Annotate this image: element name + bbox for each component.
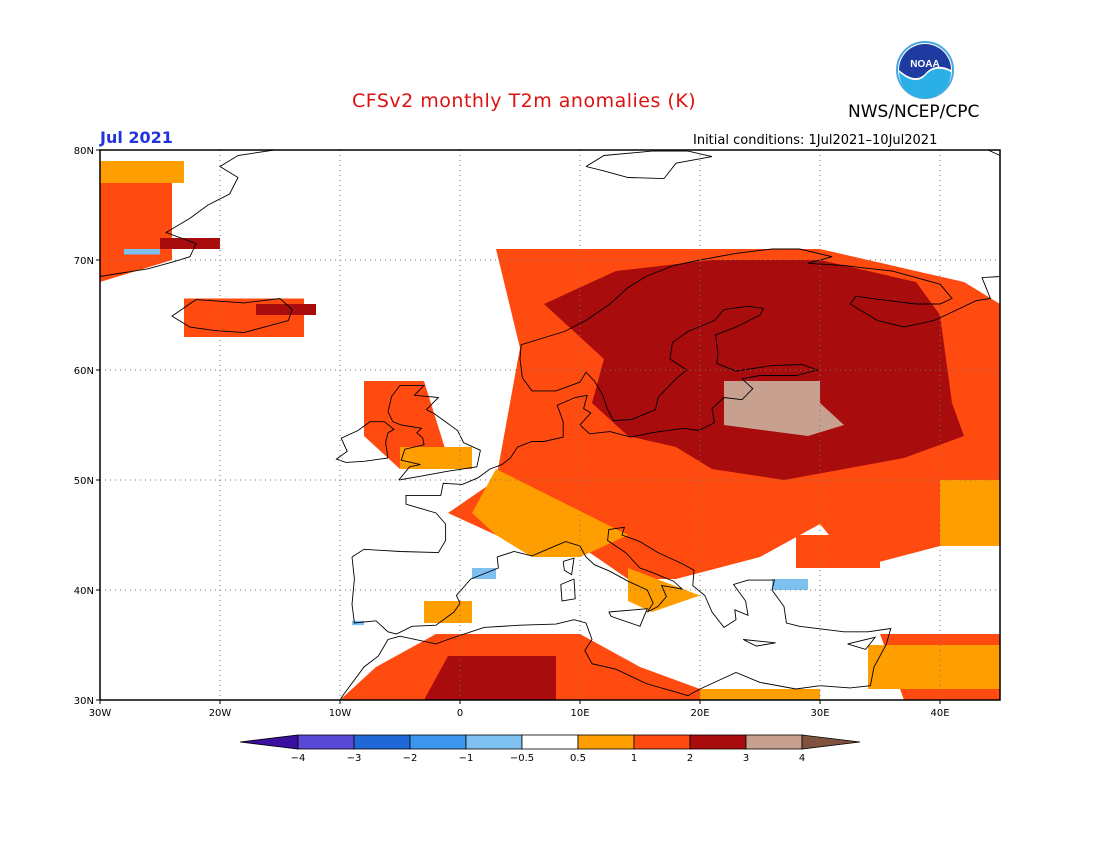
colorbar-label: −0.5 bbox=[510, 753, 534, 764]
colorbar-segment bbox=[409, 734, 467, 750]
coastline bbox=[562, 557, 575, 576]
anomaly-region bbox=[124, 249, 160, 255]
forecast-month: Jul 2021 bbox=[100, 128, 173, 147]
lat-tick-label: 80N bbox=[74, 146, 94, 157]
colorbar-segment bbox=[465, 734, 523, 750]
lon-tick-label: 10W bbox=[329, 708, 352, 719]
lat-tick-label: 60N bbox=[74, 366, 94, 377]
lon-tick-label: 0 bbox=[457, 708, 463, 719]
coastline bbox=[608, 608, 648, 627]
colorbar-label: −4 bbox=[291, 753, 306, 764]
gridlines bbox=[100, 150, 1000, 700]
lon-tick-label: 30E bbox=[810, 708, 829, 719]
agency-label: NWS/NCEP/CPC bbox=[848, 102, 980, 122]
colorbar-label: 4 bbox=[799, 753, 805, 764]
anomaly-region bbox=[544, 260, 964, 480]
coastline bbox=[339, 526, 892, 700]
anomaly-region bbox=[772, 579, 808, 590]
initial-conditions: Initial conditions: 1Jul2021–10Jul2021 bbox=[693, 133, 938, 148]
lon-tick-label: 20E bbox=[690, 708, 709, 719]
colorbar-segment bbox=[745, 734, 803, 750]
colorbar-segment bbox=[239, 734, 299, 750]
coastline bbox=[742, 639, 776, 647]
anomaly-region bbox=[100, 183, 172, 282]
colorbar-label: 1 bbox=[631, 753, 637, 764]
colorbar-label: 2 bbox=[687, 753, 693, 764]
colorbar-label: 3 bbox=[743, 753, 749, 764]
lon-tick-label: 30W bbox=[89, 708, 112, 719]
lat-tick-label: 40N bbox=[74, 586, 94, 597]
lat-tick-label: 70N bbox=[74, 256, 94, 267]
lon-tick-label: 40E bbox=[930, 708, 949, 719]
anomaly-region bbox=[724, 381, 844, 436]
colorbar-label: 0.5 bbox=[570, 753, 586, 764]
anomaly-region bbox=[400, 447, 472, 469]
anomaly-region bbox=[100, 161, 184, 183]
colorbar-label: −3 bbox=[347, 753, 362, 764]
map-frame bbox=[99, 149, 1001, 701]
noaa-logo-icon: NOAA bbox=[895, 40, 955, 104]
coastline bbox=[847, 636, 877, 650]
colorbar-segment bbox=[801, 734, 861, 750]
anomaly-region bbox=[424, 601, 472, 623]
colorbar-label: −2 bbox=[403, 753, 418, 764]
axis-ticks: 30W 20W 10W 0 10E 20E 30E 40E 80N 70N 60N 50N 40N 30N bbox=[74, 146, 950, 719]
coastline bbox=[171, 298, 293, 334]
coastline bbox=[987, 150, 1000, 156]
colorbar-segment bbox=[633, 734, 691, 750]
coastlines bbox=[100, 150, 1000, 700]
colorbar-segment bbox=[689, 734, 747, 750]
anomaly-region bbox=[424, 656, 556, 700]
colorbar-label: −1 bbox=[459, 753, 474, 764]
lat-tick-label: 30N bbox=[74, 696, 94, 707]
coastline bbox=[335, 421, 395, 463]
anomaly-region bbox=[868, 645, 1000, 689]
colorbar-segment bbox=[353, 734, 411, 750]
anomaly-region bbox=[160, 238, 220, 249]
colorbar-segment bbox=[521, 734, 579, 750]
coastline bbox=[387, 384, 481, 481]
colorbar-segment bbox=[577, 734, 635, 750]
coastline bbox=[351, 248, 1000, 558]
anomaly-region bbox=[256, 304, 316, 315]
colorbar-segment bbox=[297, 734, 355, 750]
lon-tick-label: 20W bbox=[209, 708, 232, 719]
anomaly-region bbox=[700, 689, 820, 700]
coastline bbox=[100, 150, 275, 277]
map-title: CFSv2 monthly T2m anomalies (K) bbox=[352, 90, 697, 112]
anomaly-region bbox=[472, 469, 628, 557]
coastline bbox=[560, 578, 576, 602]
anomaly-region bbox=[796, 535, 880, 568]
lat-tick-label: 50N bbox=[74, 476, 94, 487]
lon-tick-label: 10E bbox=[570, 708, 589, 719]
colorbar: −4 −3 −2 −1 −0.5 0.5 1 2 3 4 bbox=[239, 734, 861, 764]
anomaly-region bbox=[940, 480, 1000, 546]
logo-text: NOAA bbox=[910, 59, 939, 70]
anomaly-fills bbox=[100, 161, 1000, 700]
coastline bbox=[585, 150, 713, 180]
